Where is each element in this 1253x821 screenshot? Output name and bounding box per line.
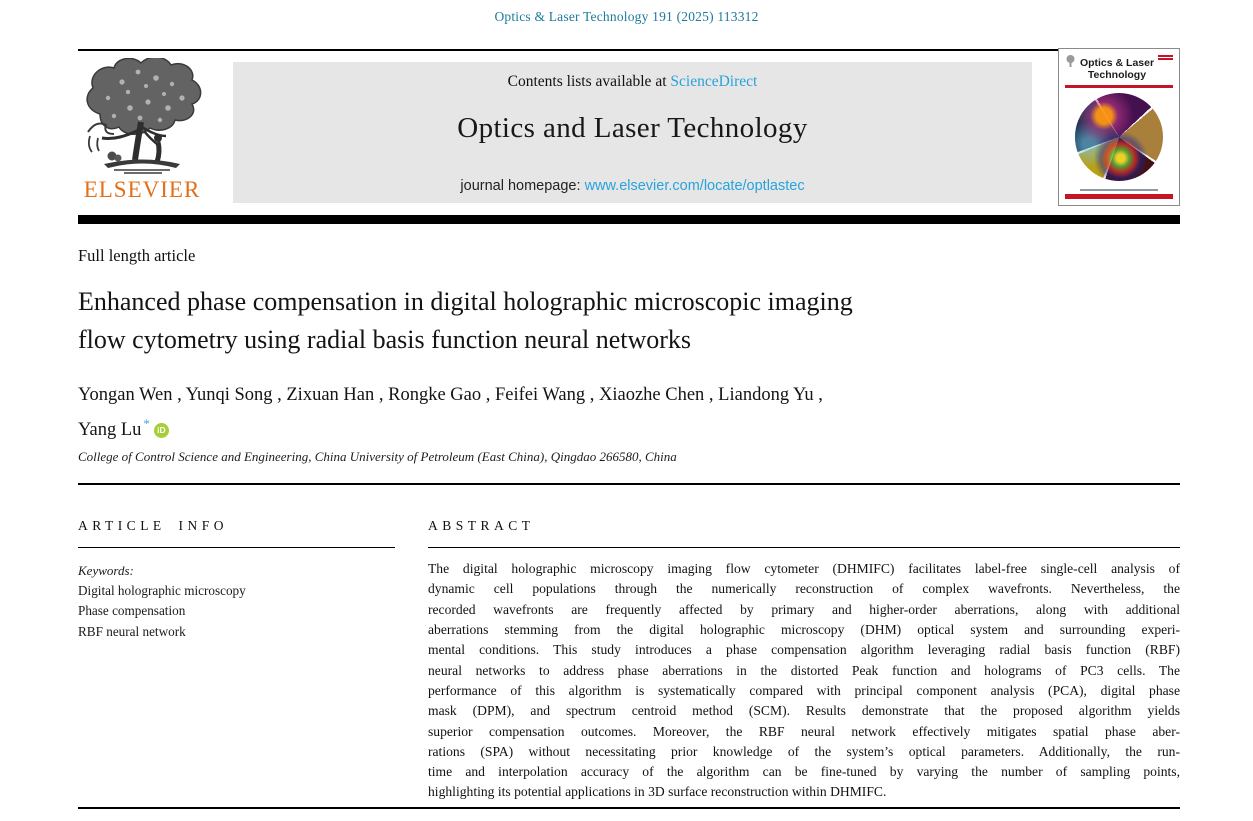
authors-line1: Yongan Wen , Yunqi Song , Zixuan Han , R…	[78, 385, 823, 405]
corresponding-author-marker: *	[143, 415, 150, 431]
abstract-line: superior compensation outcomes. Moreover…	[428, 723, 1180, 739]
orcid-icon[interactable]: iD	[153, 422, 169, 438]
elsevier-logo: ELSEVIER	[76, 58, 208, 206]
journal-cover-thumbnail[interactable]: Optics & Laser Technology	[1058, 48, 1180, 206]
abstract-line: aberrations stemming from the digital ho…	[428, 622, 1180, 638]
keyword-item: RBF neural network	[78, 623, 186, 639]
affiliation: College of Control Science and Engineeri…	[78, 449, 677, 464]
article-info-section: ARTICLE INFO Keywords: Digital holograph…	[78, 518, 395, 642]
abstract-line: rations (SPA) without necessitating prio…	[428, 743, 1180, 759]
header-divider-bar	[78, 215, 1180, 224]
bottom-divider	[78, 807, 1180, 809]
abstract-body: The digital holographic microscopy imagi…	[428, 559, 1180, 803]
abstract-section: ABSTRACT The digital holographic microsc…	[428, 518, 1180, 803]
article-title-line2: flow cytometry using radial basis functi…	[78, 324, 692, 354]
abstract-line: highlighting its potential applications …	[428, 784, 887, 800]
section-divider	[78, 483, 1180, 485]
article-type: Full length article	[78, 246, 196, 265]
contents-line: Contents lists available at ScienceDirec…	[233, 73, 1032, 91]
elsevier-tree-icon	[86, 58, 202, 174]
cover-header: Optics & Laser Technology	[1065, 54, 1173, 81]
article-info-rule	[78, 547, 395, 549]
keyword-item: Digital holographic microscopy	[78, 583, 246, 599]
cover-elsevier-mini-icon	[1066, 55, 1075, 67]
abstract-line: time and interpolation accuracy of the a…	[428, 764, 1180, 780]
abstract-heading: ABSTRACT	[428, 518, 535, 533]
cover-collage-image	[1075, 93, 1163, 181]
contents-text: Contents lists available at	[507, 73, 667, 90]
journal-banner: Contents lists available at ScienceDirec…	[233, 62, 1032, 203]
sciencedirect-link[interactable]: ScienceDirect	[670, 73, 758, 90]
abstract-line: recorded wavefronts are frequently affec…	[428, 601, 1180, 617]
abstract-line: neural networks to address phase aberrat…	[428, 662, 1180, 678]
abstract-line: The digital holographic microscopy imagi…	[428, 561, 1180, 577]
abstract-line: mask (DPM), and spectrum centroid method…	[428, 703, 1180, 719]
article-title-line1: Enhanced phase compensation in digital h…	[78, 287, 853, 316]
cover-issn-mark	[1158, 54, 1173, 61]
cover-fineprint	[1080, 189, 1158, 191]
cover-journal-title: Optics & Laser Technology	[1079, 57, 1155, 81]
homepage-line: journal homepage: www.elsevier.com/locat…	[233, 178, 1032, 194]
top-divider	[78, 49, 1180, 51]
author-list: Yongan Wen , Yunqi Song , Zixuan Han , R…	[78, 381, 1128, 444]
cover-red-bar	[1065, 194, 1173, 199]
abstract-rule	[428, 547, 1180, 549]
abstract-line: mental conditions. This study introduces…	[428, 642, 1180, 658]
homepage-url-link[interactable]: www.elsevier.com/locate/optlastec	[584, 178, 805, 194]
authors-line2: Yang Lu	[78, 419, 142, 440]
abstract-line: performance of this algorithm is systema…	[428, 682, 1180, 698]
abstract-line: dynamic cell populations through the num…	[428, 581, 1180, 597]
homepage-label: journal homepage:	[460, 178, 581, 194]
article-title: Enhanced phase compensation in digital h…	[78, 283, 1108, 358]
keyword-item: Phase compensation	[78, 603, 186, 619]
article-info-heading: ARTICLE INFO	[78, 518, 229, 533]
journal-reference-link[interactable]: Optics & Laser Technology 191 (2025) 113…	[494, 9, 759, 24]
cover-red-rule	[1065, 85, 1173, 88]
journal-title: Optics and Laser Technology	[457, 112, 808, 144]
keywords-label: Keywords:	[78, 563, 134, 579]
elsevier-wordmark: ELSEVIER	[83, 177, 201, 202]
